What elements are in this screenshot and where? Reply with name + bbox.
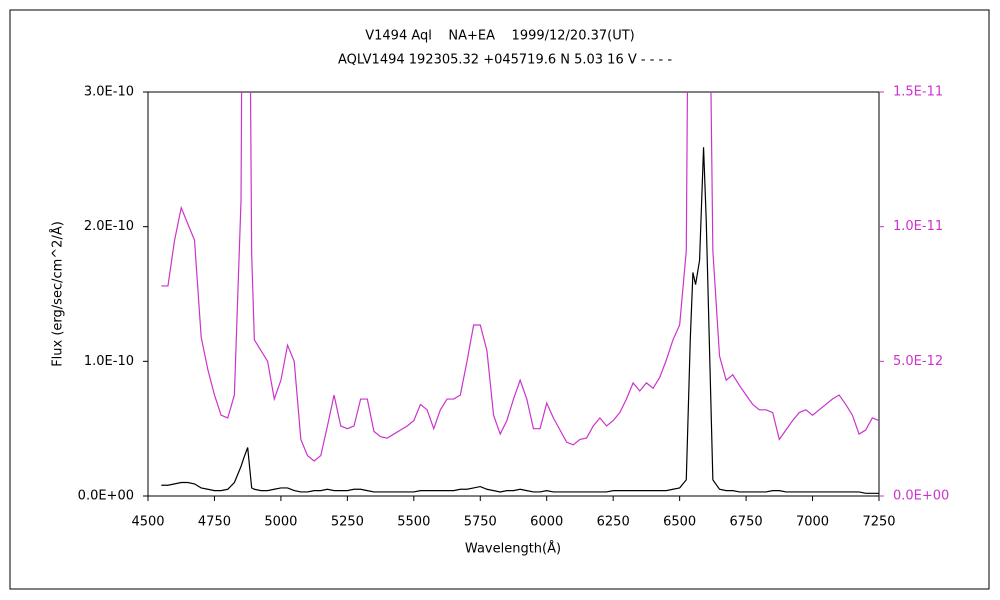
y-tick-label: 0.0E+00: [78, 489, 134, 504]
x-tick-label: 5250: [331, 515, 364, 530]
x-tick-label: 7250: [862, 515, 895, 530]
y-tick-label: 2.0E-10: [84, 219, 134, 234]
x-tick-label: 6000: [530, 515, 563, 530]
plot-area: [147, 91, 880, 497]
chart-subtitle: AQLV1494 192305.32 +045719.6 N 5.03 16 V…: [338, 53, 672, 68]
x-tick-label: 6250: [597, 515, 630, 530]
y2-tick-label: 1.0E-11: [893, 219, 943, 234]
x-axis-label: Wavelength(Å): [465, 541, 561, 557]
y-tick-label: 1.0E-10: [84, 354, 134, 369]
y2-tick-label: 0.0E+00: [893, 489, 949, 504]
x-tick-label: 4500: [131, 515, 164, 530]
y-tick-label: 3.0E-10: [84, 85, 134, 100]
y2-tick-label: 5.0E-12: [893, 354, 943, 369]
y-axis-label: Flux (erg/sec/cm^2/Å): [50, 221, 66, 367]
plot-lines: [161, 92, 879, 494]
y2-tick-label: 1.5E-11: [893, 85, 943, 100]
spectrum-line: [161, 92, 879, 462]
x-tick-label: 5000: [264, 515, 297, 530]
x-tick-label: 6750: [730, 515, 763, 530]
x-tick-label: 7000: [796, 515, 829, 530]
x-tick-label: 5500: [397, 515, 430, 530]
x-tick-label: 6500: [663, 515, 696, 530]
x-tick-label: 5750: [464, 515, 497, 530]
chart-title: V1494 Aql NA+EA 1999/12/20.37(UT): [365, 29, 635, 44]
x-tick-label: 4750: [198, 515, 231, 530]
spectrum-line: [161, 147, 879, 494]
frame: [9, 9, 990, 590]
